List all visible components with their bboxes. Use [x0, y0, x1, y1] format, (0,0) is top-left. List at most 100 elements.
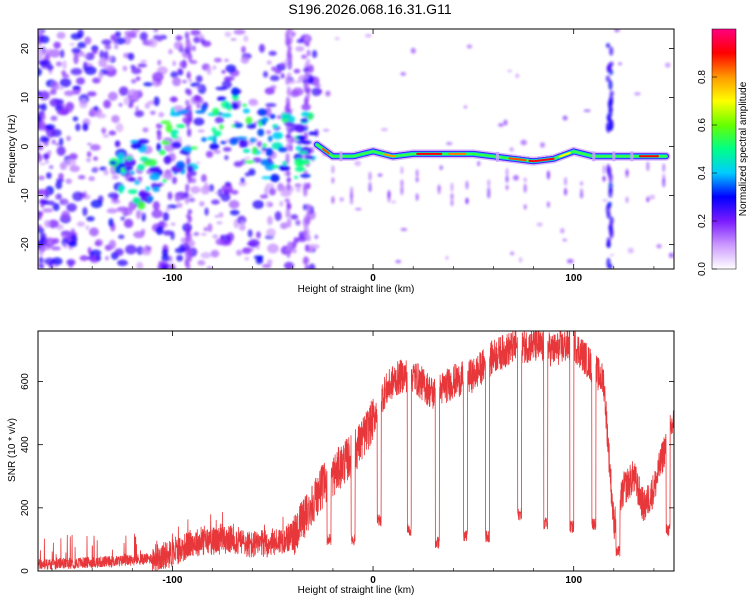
- noise-blob: [79, 98, 88, 109]
- signal-blob: [137, 163, 145, 171]
- noise-blob: [118, 103, 123, 107]
- wisp-blob: [579, 188, 584, 194]
- noise-blob: [515, 73, 520, 79]
- noise-blob: [38, 256, 44, 264]
- noise-blob: [65, 101, 75, 112]
- noise-blob: [96, 254, 102, 262]
- signal-blob: [132, 196, 141, 205]
- noise-blob: [103, 64, 115, 71]
- noise-blob: [354, 160, 362, 167]
- spectrogram-marks: [38, 29, 674, 269]
- noise-blob: [258, 43, 265, 53]
- streak-blob: [609, 216, 614, 225]
- signal-blob: [130, 142, 143, 150]
- noise-blob: [41, 137, 50, 142]
- noise-blob: [101, 127, 107, 134]
- noise-blob: [76, 221, 85, 227]
- wisp-blob: [563, 187, 568, 196]
- noise-blob: [86, 157, 92, 163]
- y-tick-label: 200: [20, 499, 31, 516]
- signal-blob: [109, 160, 117, 165]
- noise-blob: [105, 256, 109, 261]
- streak-blob: [184, 256, 190, 268]
- noise-blob: [38, 114, 42, 124]
- noise-blob: [116, 206, 129, 213]
- ridge-peak: [558, 151, 571, 158]
- streak-blob: [303, 256, 308, 264]
- noise-blob: [218, 212, 224, 218]
- noise-blob: [66, 259, 76, 266]
- streak-blob: [184, 31, 190, 40]
- noise-blob: [123, 96, 129, 106]
- signal-blob: [301, 111, 310, 118]
- noise-blob: [190, 82, 201, 87]
- noise-blob: [222, 146, 232, 152]
- signal-blob: [249, 137, 256, 143]
- streak-blob: [286, 170, 291, 177]
- noise-blob: [42, 208, 54, 213]
- noise-blob: [158, 35, 165, 40]
- noise-blob: [38, 46, 43, 52]
- noise-blob: [256, 245, 260, 250]
- signal-blob: [139, 156, 149, 162]
- noise-blob: [614, 29, 620, 33]
- signal-blob: [143, 160, 149, 166]
- noise-blob: [377, 173, 383, 177]
- noise-blob: [175, 35, 183, 41]
- noise-blob: [85, 52, 95, 61]
- noise-blob: [509, 147, 514, 152]
- snr-y-ticks: 0 200 400 600: [20, 373, 674, 574]
- noise-blob: [162, 211, 170, 222]
- signal-blob: [220, 140, 227, 145]
- noise-blob: [190, 29, 201, 36]
- wisp-blob: [523, 183, 527, 193]
- noise-blob: [90, 144, 101, 151]
- noise-blob: [216, 221, 223, 225]
- signal-blob: [229, 137, 239, 146]
- y-tick-label: -20: [20, 237, 31, 252]
- streak-blob: [607, 99, 613, 111]
- signal-blob: [207, 136, 216, 141]
- noise-blob: [68, 153, 78, 161]
- spectrogram-x-label: Height of straight line (km): [298, 284, 415, 295]
- streak-blob: [286, 248, 291, 259]
- noise-blob: [195, 95, 202, 99]
- streak-blob: [185, 39, 190, 50]
- noise-blob: [79, 192, 87, 198]
- signal-blob: [221, 112, 232, 118]
- signal-blob: [252, 146, 258, 155]
- noise-blob: [510, 251, 515, 256]
- streak-blob: [609, 90, 615, 97]
- noise-blob: [93, 105, 99, 112]
- signal-blob: [124, 166, 134, 171]
- noise-blob: [79, 255, 89, 261]
- noise-blob: [50, 115, 58, 121]
- noise-blob: [562, 115, 568, 121]
- streak-blob: [609, 228, 614, 239]
- noise-blob: [172, 76, 182, 87]
- signal-blob: [258, 120, 263, 127]
- noise-blob: [103, 50, 109, 60]
- wisp-blob: [579, 181, 584, 186]
- noise-blob: [38, 153, 43, 163]
- x-tick-label: 100: [565, 575, 582, 586]
- noise-blob: [70, 228, 76, 235]
- signal-blob: [146, 195, 154, 201]
- signal-blob: [261, 176, 273, 180]
- streak-blob: [187, 52, 193, 62]
- noise-blob: [165, 207, 171, 212]
- noise-blob: [56, 109, 69, 116]
- signal-blob: [261, 147, 268, 151]
- noise-blob: [55, 181, 63, 190]
- noise-blob: [50, 80, 60, 91]
- noise-blob: [174, 195, 181, 202]
- noise-blob: [45, 124, 56, 130]
- noise-blob: [267, 215, 273, 226]
- noise-blob: [268, 50, 277, 56]
- signal-blob: [216, 96, 227, 102]
- noise-blob: [355, 207, 362, 211]
- noise-blob: [536, 222, 543, 227]
- noise-blob: [38, 67, 42, 77]
- noise-blob: [179, 60, 188, 69]
- noise-blob: [68, 108, 73, 114]
